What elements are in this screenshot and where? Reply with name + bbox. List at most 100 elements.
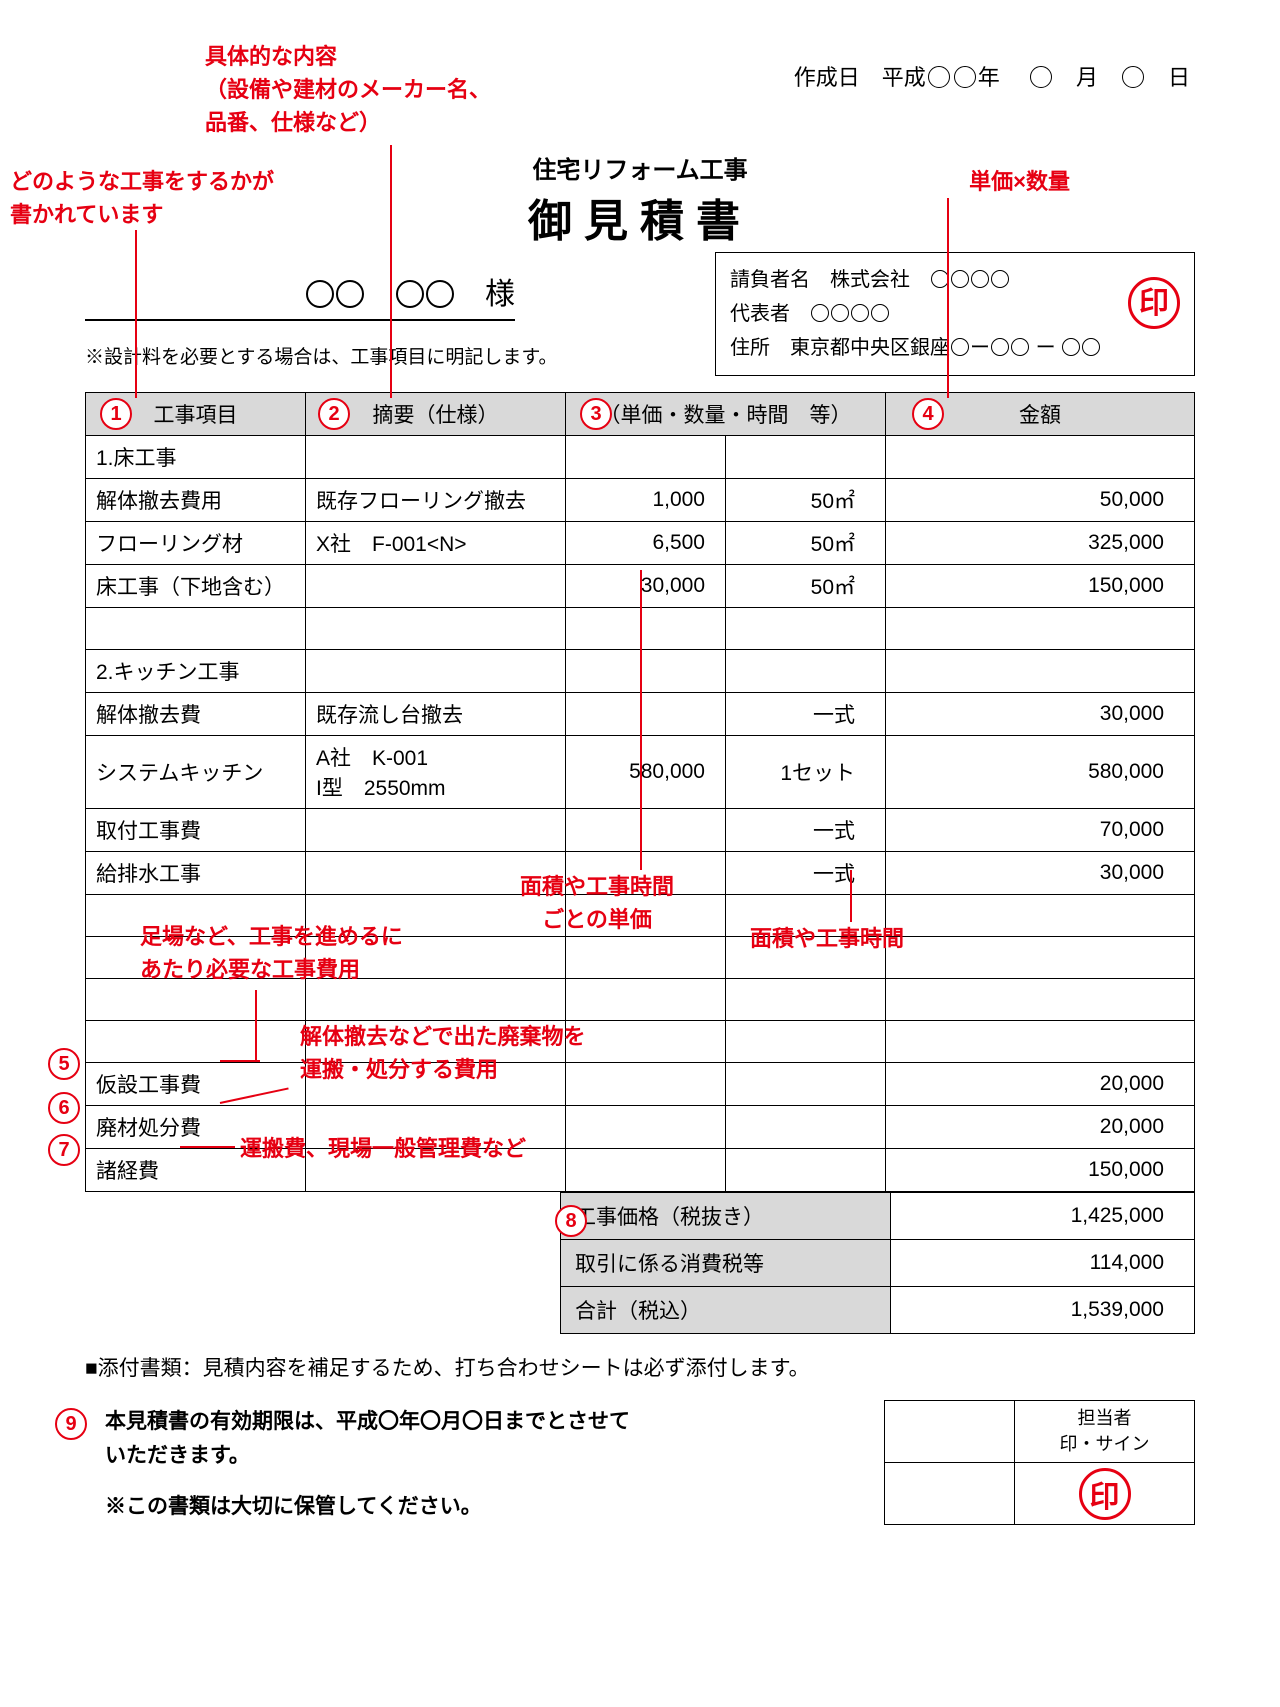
cell-amount (886, 608, 1195, 650)
cell-amount (886, 1021, 1195, 1063)
cell-amount (886, 650, 1195, 693)
annotation-8: 運搬費、現場一般管理費など (240, 1132, 526, 1165)
cell-amount: 325,000 (886, 522, 1195, 565)
cell-quantity (726, 1106, 886, 1149)
cell-spec: 既存フローリング撤去 (306, 479, 566, 522)
design-fee-note: ※設計料を必要とする場合は、工事項目に明記します。 (85, 342, 558, 369)
totals-table: 工事価格（税抜き）1,425,000取引に係る消費税等114,000合計（税込）… (560, 1192, 1195, 1334)
line-1 (135, 230, 137, 398)
signature-seal: 印 (1079, 1468, 1131, 1520)
cell-unit-price (566, 979, 726, 1021)
total-label: 工事価格（税抜き） (561, 1193, 891, 1240)
cell-unit-price (566, 436, 726, 479)
title-block: 住宅リフォーム工事 御見積書 (528, 150, 752, 249)
creation-date: 作成日 平成年 月 日 (794, 60, 1190, 92)
cell-unit-price (566, 693, 726, 736)
cell-unit-price: 30,000 (566, 565, 726, 608)
cell-quantity (726, 436, 886, 479)
cell-spec (306, 650, 566, 693)
cell-unit-price (566, 937, 726, 979)
cell-item: 1.床工事 (86, 436, 306, 479)
marker-6: 6 (48, 1092, 80, 1124)
annotation-6: 足場など、工事を進めるにあたり必要な工事費用 (140, 920, 403, 986)
cell-amount (886, 937, 1195, 979)
annotation-2: 具体的な内容（設備や建材のメーカー名、品番、仕様など） (205, 40, 491, 139)
cell-spec: 既存流し台撤去 (306, 693, 566, 736)
cell-item (86, 608, 306, 650)
cell-spec (306, 809, 566, 852)
cell-amount: 30,000 (886, 693, 1195, 736)
annotation-5: 面積や工事時間 (750, 922, 904, 955)
cell-amount: 70,000 (886, 809, 1195, 852)
cell-amount: 150,000 (886, 565, 1195, 608)
cell-item: フローリング材 (86, 522, 306, 565)
marker-3: 3 (580, 398, 612, 430)
line-4 (947, 198, 949, 398)
cell-amount (886, 895, 1195, 937)
cell-item: 仮設工事費 (86, 1063, 306, 1106)
cell-quantity (726, 979, 886, 1021)
marker-4: 4 (912, 398, 944, 430)
cell-quantity: 一式 (726, 693, 886, 736)
marker-9: 9 (55, 1408, 87, 1440)
total-value: 114,000 (891, 1240, 1195, 1287)
annotation-7: 解体撤去などで出た廃棄物を運搬・処分する費用 (300, 1020, 586, 1086)
line-unitprice (640, 570, 642, 870)
marker-5: 5 (48, 1048, 80, 1080)
annotation-1: どのような工事をするかが書かれています (10, 165, 274, 231)
annotation-4: 面積や工事時間ごとの単価 (520, 870, 674, 936)
cell-unit-price: 1,000 (566, 479, 726, 522)
cell-quantity (726, 1149, 886, 1192)
cell-unit-price: 580,000 (566, 736, 726, 809)
main-title: 御見積書 (528, 185, 752, 249)
cell-unit-price (566, 1106, 726, 1149)
cell-item: システムキッチン (86, 736, 306, 809)
cell-quantity (726, 608, 886, 650)
marker-2: 2 (318, 398, 350, 430)
annotation-3: 単価×数量 (969, 165, 1070, 198)
customer-name-line: 様 (85, 265, 515, 321)
cell-item: 解体撤去費用 (86, 479, 306, 522)
cell-spec (306, 436, 566, 479)
cell-unit-price (566, 1063, 726, 1106)
total-value: 1,425,000 (891, 1193, 1195, 1240)
contractor-seal: 印 (1128, 277, 1180, 329)
cell-amount: 580,000 (886, 736, 1195, 809)
cell-unit-price (566, 650, 726, 693)
cell-quantity (726, 1021, 886, 1063)
cell-spec: X社 F-001<N> (306, 522, 566, 565)
validity-note: 本見積書の有効期限は、平成〇年〇月〇日までとさせていただきます。 (105, 1405, 630, 1472)
cell-unit-price (566, 1149, 726, 1192)
line-qty (850, 870, 852, 922)
cell-quantity: 50㎡ (726, 565, 886, 608)
cell-quantity: 一式 (726, 809, 886, 852)
cell-amount: 20,000 (886, 1063, 1195, 1106)
cell-quantity (726, 650, 886, 693)
total-label: 合計（税込） (561, 1287, 891, 1334)
cell-item (86, 1021, 306, 1063)
cell-unit-price (566, 809, 726, 852)
cell-amount: 50,000 (886, 479, 1195, 522)
line-2 (390, 145, 392, 398)
marker-8: 8 (555, 1205, 587, 1237)
cell-quantity (726, 1063, 886, 1106)
cell-item: 取付工事費 (86, 809, 306, 852)
cell-spec: A社 K-001I型 2550mm (306, 736, 566, 809)
cell-quantity: 50㎡ (726, 522, 886, 565)
cell-amount (886, 436, 1195, 479)
contractor-box: 請負者名 株式会社 代表者 住所 東京都中央区銀座ー ー 印 (715, 252, 1195, 376)
cell-amount (886, 979, 1195, 1021)
cell-item: 解体撤去費 (86, 693, 306, 736)
marker-1: 1 (100, 398, 132, 430)
cell-amount: 150,000 (886, 1149, 1195, 1192)
cell-spec (306, 565, 566, 608)
cell-quantity: 50㎡ (726, 479, 886, 522)
attachment-note: ■添付書類：見積内容を補足するため、打ち合わせシートは必ず添付します。 (85, 1352, 810, 1382)
th-unit-qty: （単価・数量・時間 等） (566, 393, 886, 436)
line-7h (180, 1146, 235, 1148)
cell-item: 給排水工事 (86, 852, 306, 895)
keep-note: ※この書類は大切に保管してください。 (105, 1490, 482, 1520)
total-value: 1,539,000 (891, 1287, 1195, 1334)
total-label: 取引に係る消費税等 (561, 1240, 891, 1287)
subtitle: 住宅リフォーム工事 (528, 150, 752, 185)
